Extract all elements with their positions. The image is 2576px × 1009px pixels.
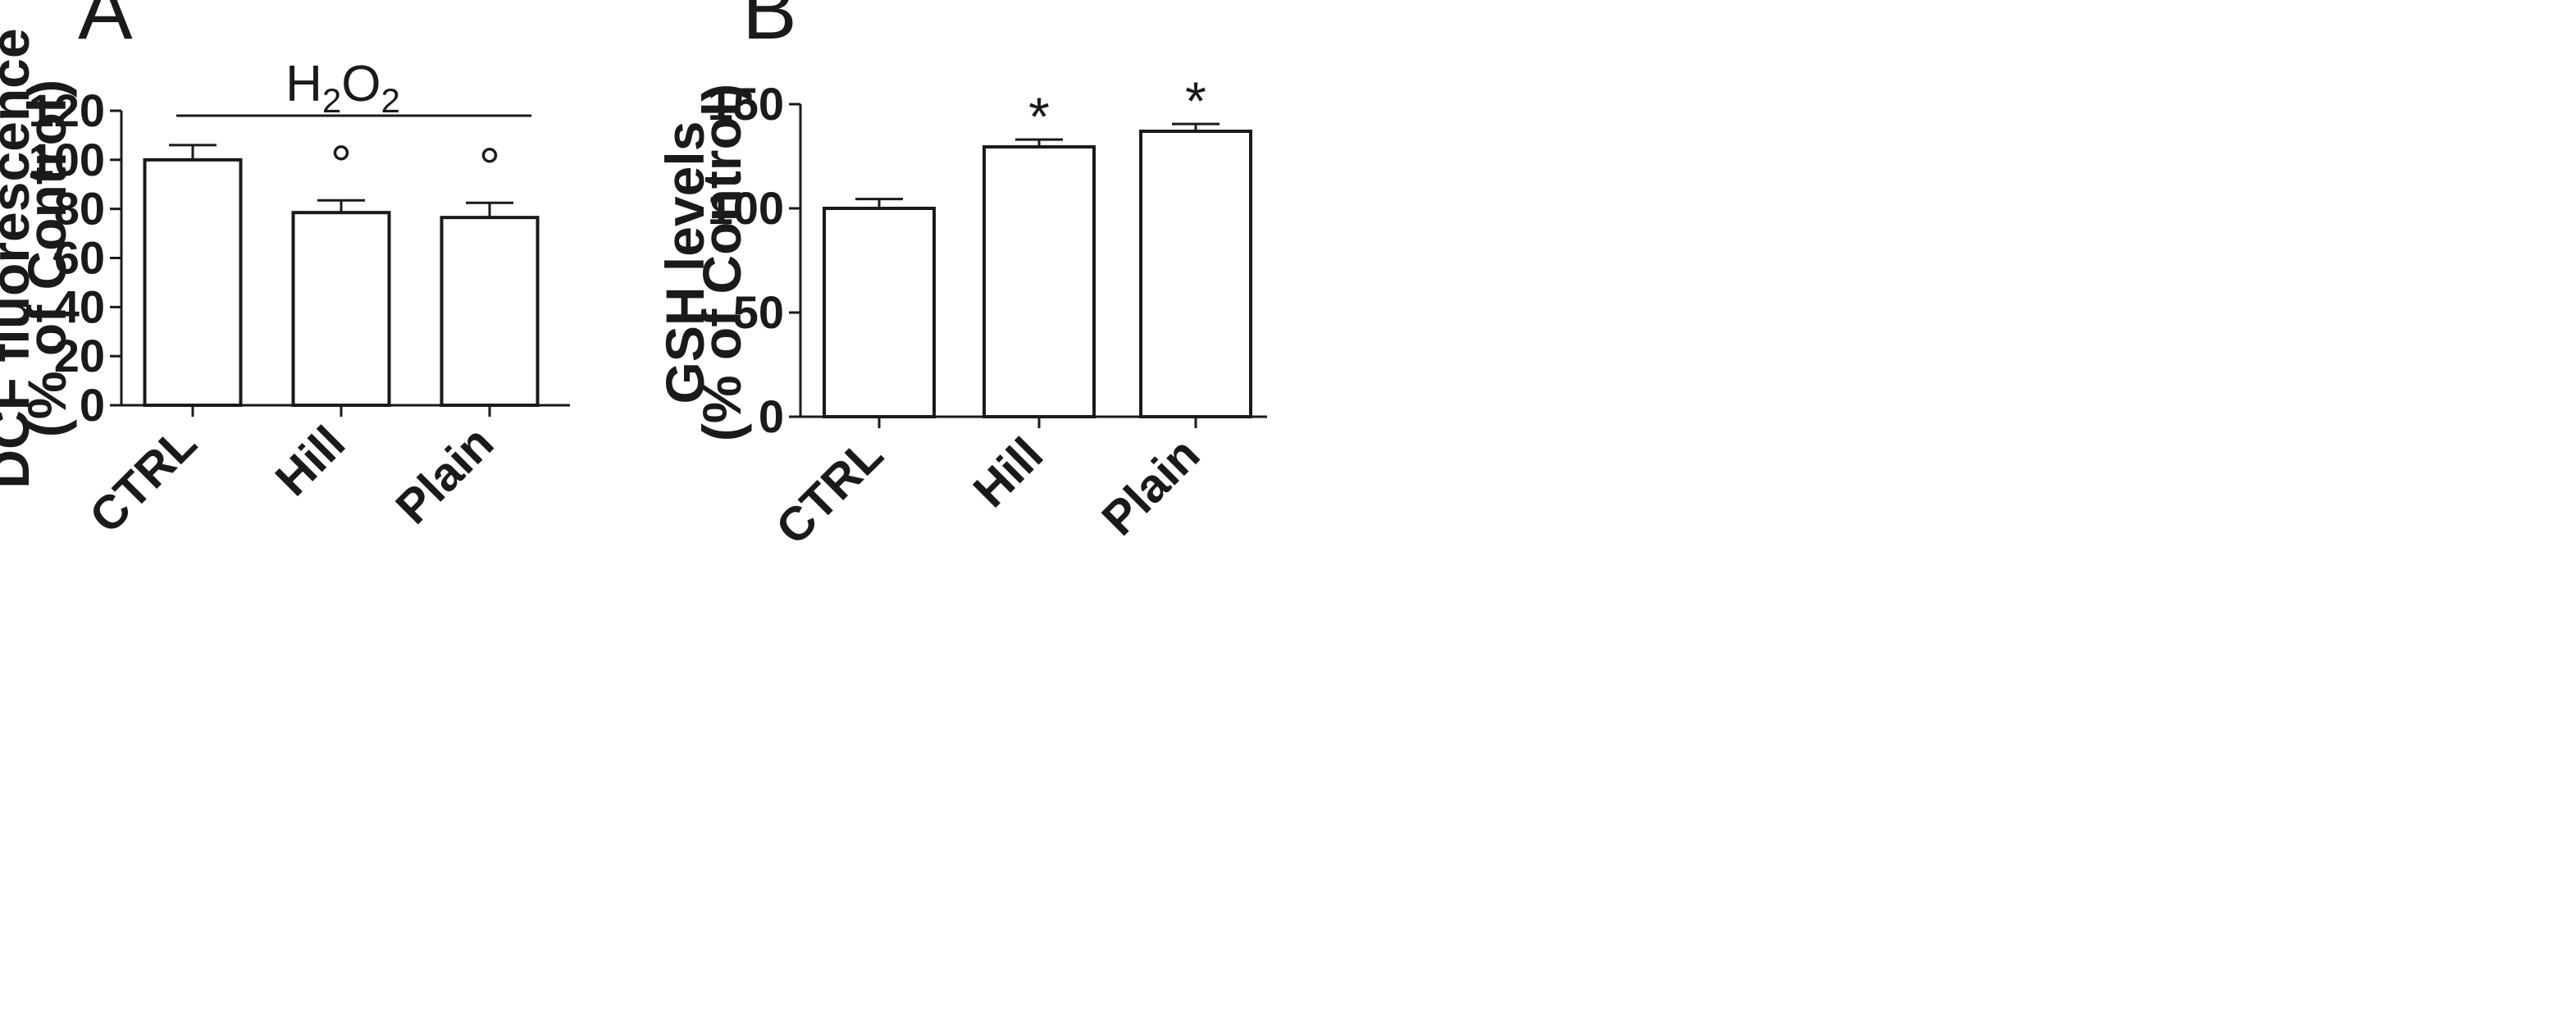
bar bbox=[440, 216, 540, 408]
y-tick-label: 20 bbox=[54, 330, 105, 381]
y-tick-label: 40 bbox=[54, 281, 105, 332]
y-tick-label: 80 bbox=[54, 183, 105, 235]
y-tick-label: 0 bbox=[80, 379, 105, 431]
significance-mark: * bbox=[1185, 71, 1206, 131]
y-tick-label: 50 bbox=[733, 286, 784, 338]
category-label: Plain bbox=[1092, 427, 1210, 546]
y-tick-label: 120 bbox=[29, 84, 105, 136]
y-tick-label: 0 bbox=[759, 390, 784, 442]
category-label: Plain bbox=[385, 416, 504, 534]
significance-mark: ° bbox=[331, 134, 352, 194]
treatment-label: H2O2 bbox=[285, 56, 400, 120]
panel-letter: A bbox=[78, 0, 133, 57]
y-axis-title: DCF fluorescence bbox=[0, 28, 40, 488]
treatment-label-subscript: 2 bbox=[381, 81, 400, 120]
y-axis-title-sub: (% of Control) bbox=[16, 80, 77, 437]
treatment-label-text: O bbox=[341, 56, 381, 112]
panel-letter: B bbox=[742, 0, 797, 57]
y-tick-label: 100 bbox=[29, 134, 105, 185]
bar bbox=[823, 207, 936, 418]
category-label: CTRL bbox=[80, 416, 207, 543]
bar bbox=[983, 145, 1096, 418]
significance-mark: ° bbox=[479, 136, 500, 197]
y-tick-label: 150 bbox=[708, 78, 784, 130]
category-label: Hill bbox=[963, 427, 1053, 518]
treatment-label-text: H bbox=[285, 56, 322, 112]
category-label: CTRL bbox=[766, 427, 893, 555]
y-axis-title: GSH levels bbox=[654, 121, 715, 404]
y-tick-label: 100 bbox=[708, 182, 784, 234]
bar bbox=[291, 211, 391, 408]
treatment-label-subscript: 2 bbox=[322, 81, 341, 120]
bar bbox=[143, 158, 243, 407]
panel-b-gsh-chart: B 0 50 100 150 CTRL Hill * Plain * GSH levels(% of… bbox=[654, 0, 1267, 555]
y-tick-label: 60 bbox=[54, 232, 105, 284]
category-label: Hill bbox=[265, 416, 355, 506]
y-axis-title-sub: (% of Control) bbox=[691, 84, 752, 441]
significance-mark: * bbox=[1028, 86, 1050, 147]
bar bbox=[1139, 130, 1252, 419]
